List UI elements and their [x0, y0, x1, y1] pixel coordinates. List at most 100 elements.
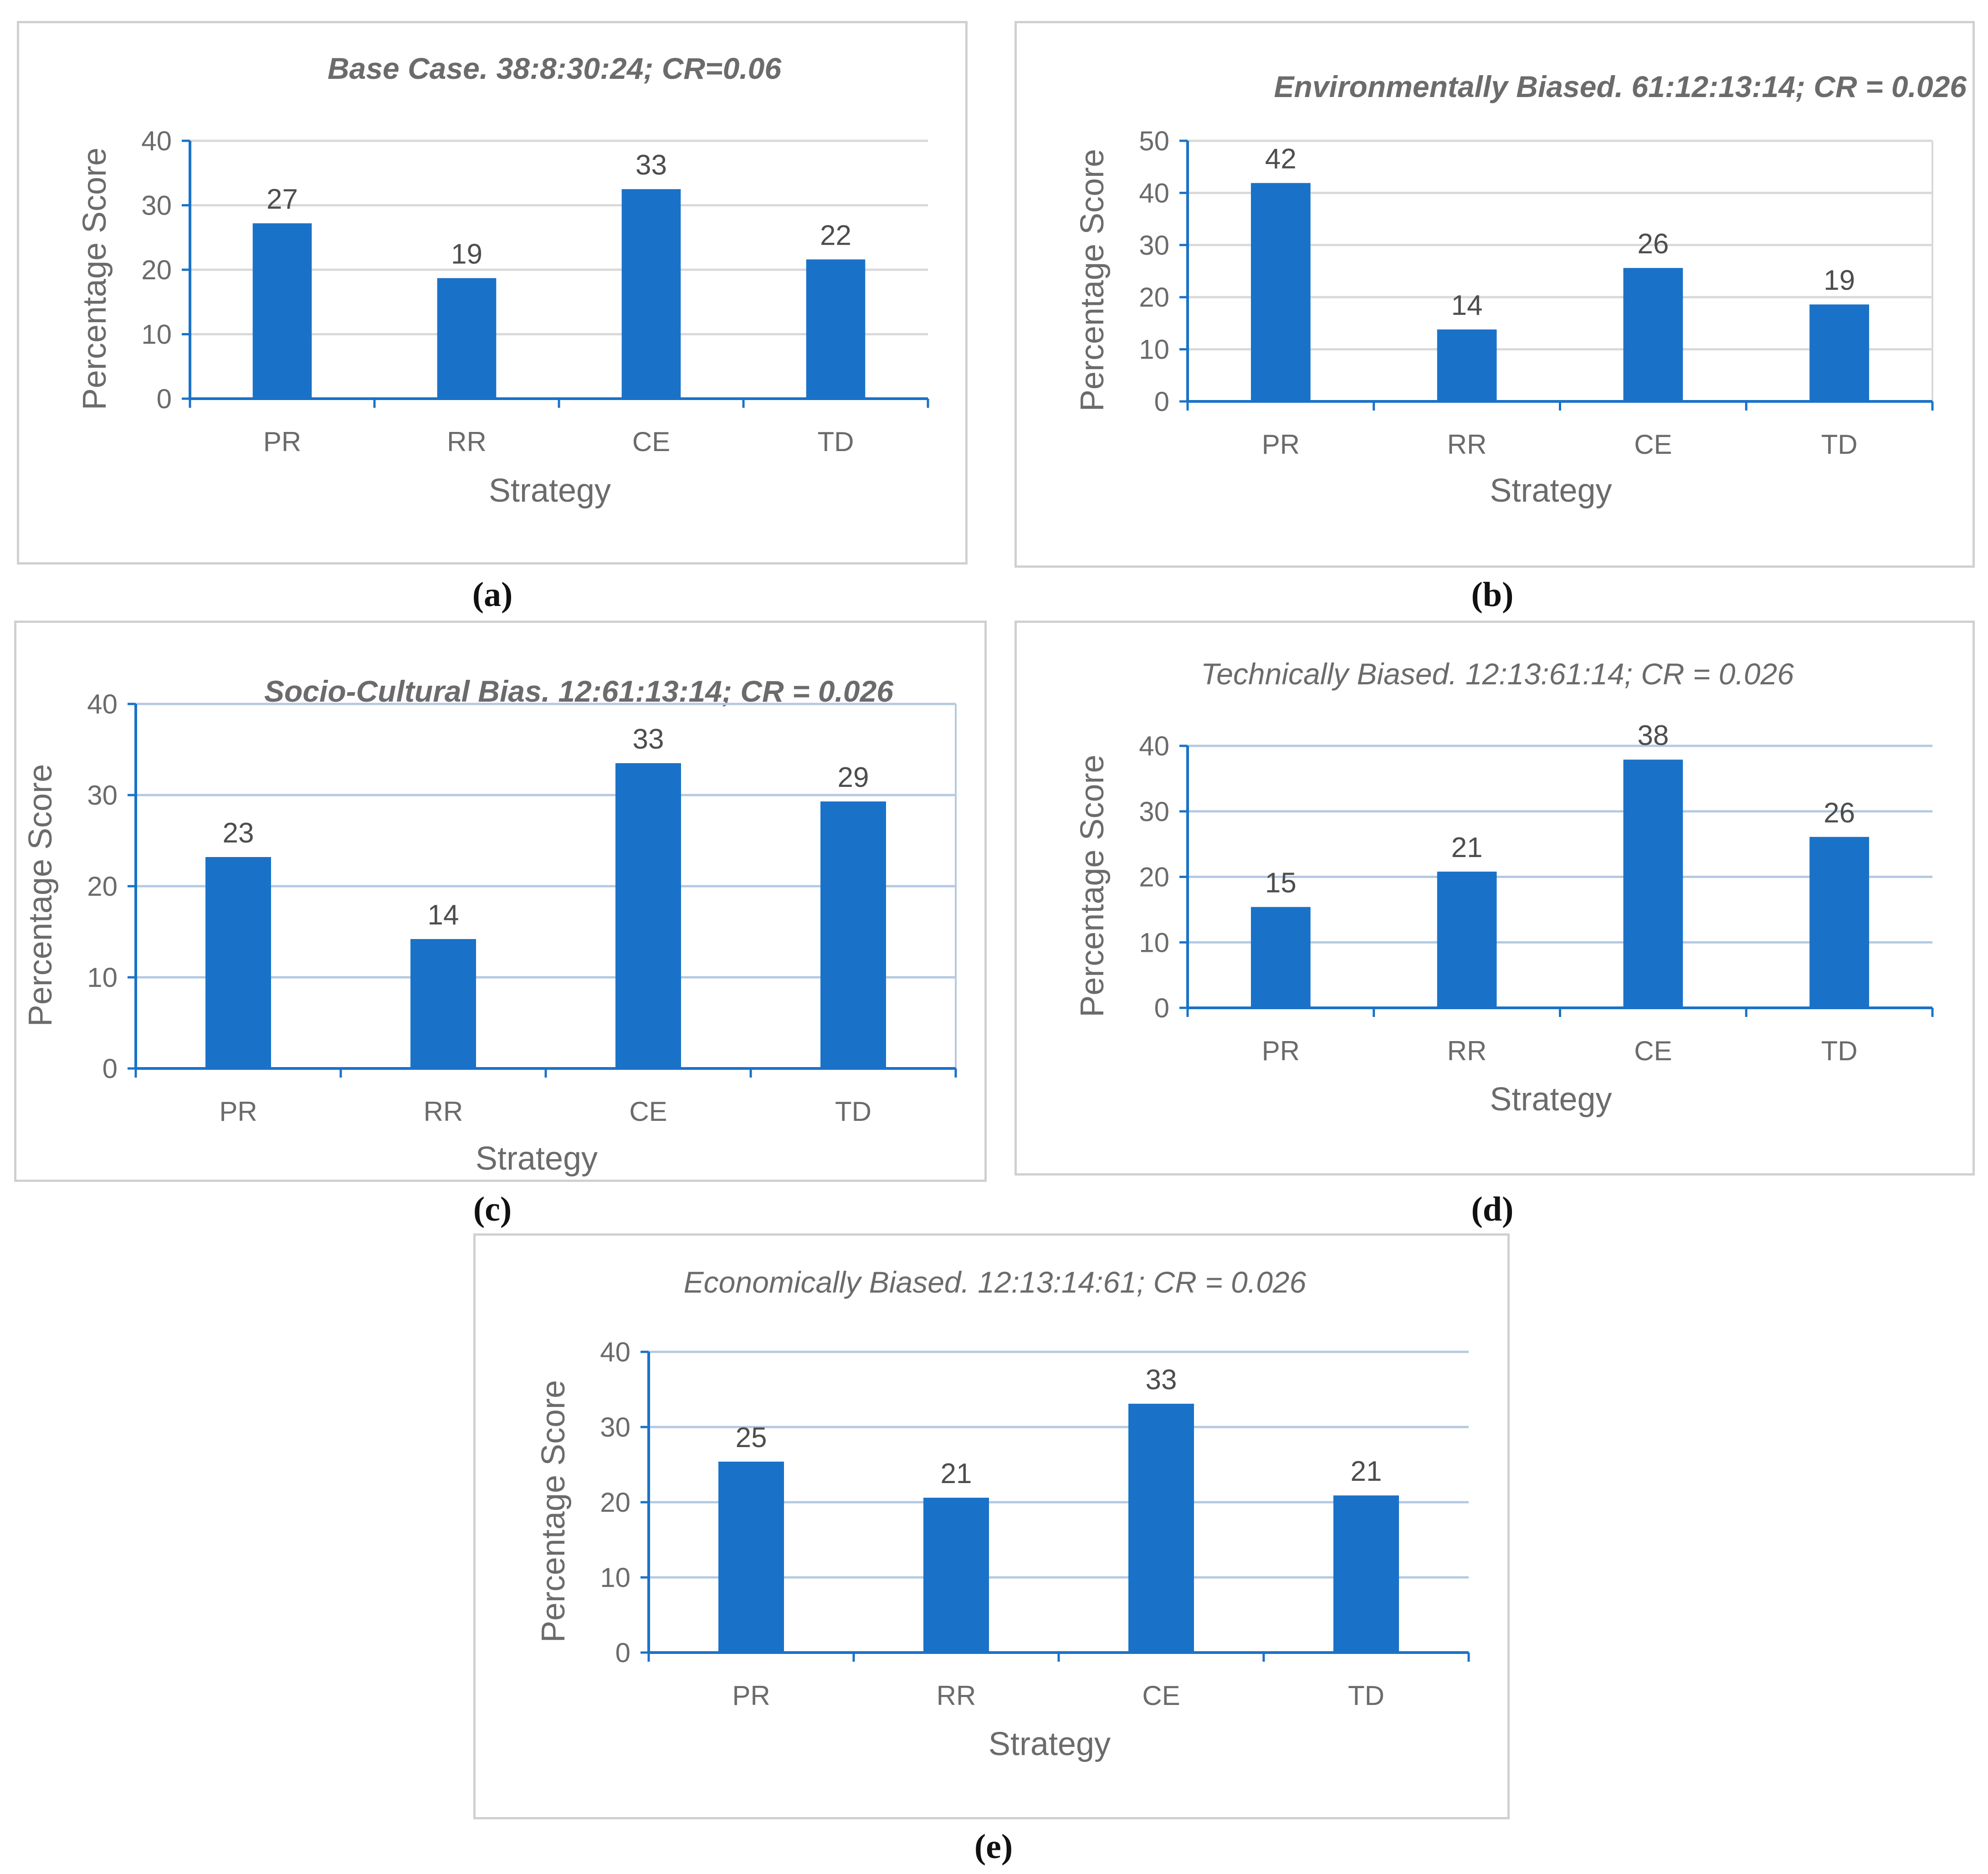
x-axis-title: Strategy — [1490, 472, 1612, 509]
data-label-td: 22 — [820, 220, 851, 251]
x-category-label: TD — [1348, 1680, 1384, 1711]
chart-e-svg: Economically Biased. 12:13:14:61; CR = 0… — [535, 1265, 1470, 1762]
y-tick-label: 40 — [600, 1337, 630, 1367]
x-category-label: RR — [1447, 429, 1487, 460]
x-category-label: PR — [732, 1680, 770, 1711]
data-label-rr: 14 — [428, 899, 459, 931]
x-category-label: PR — [263, 426, 301, 457]
data-label-ce: 33 — [635, 149, 667, 181]
x-category-label: RR — [424, 1096, 463, 1127]
data-label-pr: 42 — [1265, 144, 1296, 175]
bar-rr — [437, 278, 497, 399]
y-tick-label: 50 — [1139, 126, 1169, 156]
bar-ce — [1623, 760, 1683, 1008]
chart-d-svg: Technically Biased. 12:13:61:14; CR = 0.… — [1074, 657, 1934, 1118]
data-label-rr: 19 — [451, 238, 482, 270]
y-tick-label: 40 — [87, 689, 118, 719]
chart-c-svg: Socio-Cultural Bias. 12:61:13:14; CR = 0… — [22, 674, 957, 1177]
x-category-label: TD — [835, 1096, 871, 1127]
bar-pr — [1250, 907, 1311, 1008]
data-label-pr: 25 — [736, 1422, 767, 1453]
x-category-label: RR — [1447, 1036, 1487, 1066]
bar-rr — [1437, 872, 1497, 1008]
bar-pr — [718, 1461, 784, 1653]
y-tick-label: 20 — [1139, 282, 1169, 313]
y-tick-label: 10 — [1139, 334, 1169, 365]
y-tick-label: 30 — [1139, 796, 1169, 827]
data-label-rr: 21 — [941, 1458, 972, 1489]
y-tick-label: 10 — [87, 962, 118, 993]
x-category-label: CE — [632, 426, 670, 457]
x-category-label: CE — [1142, 1680, 1180, 1711]
data-label-td: 19 — [1824, 265, 1855, 296]
x-axis-title: Strategy — [476, 1140, 598, 1177]
y-tick-label: 30 — [600, 1412, 630, 1443]
bar-pr — [205, 857, 271, 1068]
y-tick-label: 0 — [1154, 386, 1169, 417]
x-category-label: PR — [1262, 1036, 1300, 1066]
bar-ce — [1128, 1403, 1194, 1653]
chart-title: Technically Biased. 12:13:61:14; CR = 0.… — [1201, 657, 1794, 691]
chart-panel-b: Environmentally Biased. 61:12:13:14; CR … — [1014, 21, 1975, 568]
x-category-label: CE — [1634, 1036, 1672, 1066]
caption-e: (e) — [974, 1828, 1013, 1866]
y-tick-label: 10 — [600, 1562, 630, 1593]
chart-panel-e: Economically Biased. 12:13:14:61; CR = 0… — [473, 1233, 1510, 1819]
y-tick-label: 0 — [102, 1053, 118, 1084]
y-tick-label: 0 — [615, 1638, 630, 1668]
y-axis-title: Percentage Score — [77, 148, 113, 410]
bar-td — [820, 801, 886, 1068]
y-tick-label: 10 — [1139, 927, 1169, 958]
chart-a-svg: Base Case. 38:8:30:24; CR=0.06 0 10 20 30 40 2… — [77, 51, 929, 509]
y-tick-label: 0 — [1154, 993, 1169, 1023]
y-tick-label: 30 — [1139, 230, 1169, 261]
bar-rr — [923, 1498, 989, 1653]
bar-ce — [615, 763, 681, 1068]
chart-panel-d: Technically Biased. 12:13:61:14; CR = 0.… — [1014, 621, 1975, 1176]
chart-title: Socio-Cultural Bias. 12:61:13:14; CR = 0… — [264, 674, 894, 708]
chart-title: Economically Biased. 12:13:14:61; CR = 0… — [684, 1265, 1307, 1299]
y-tick-label: 0 — [157, 384, 172, 414]
bar-pr — [1250, 183, 1311, 401]
x-category-label: CE — [629, 1096, 667, 1127]
bar-td — [1333, 1495, 1399, 1653]
chart-b-svg: Environmentally Biased. 61:12:13:14; CR … — [1074, 70, 1967, 509]
chart-title: Base Case. 38:8:30:24; CR=0.06 — [328, 51, 782, 85]
y-axis-title: Percentage Score — [1074, 149, 1111, 411]
bar-rr — [1437, 329, 1497, 401]
x-axis-title: Strategy — [1490, 1081, 1612, 1118]
x-category-label: PR — [219, 1096, 257, 1127]
bar-ce — [621, 189, 681, 399]
y-tick-label: 40 — [141, 126, 172, 156]
x-category-label: TD — [1821, 1036, 1858, 1066]
caption-c: (c) — [473, 1190, 512, 1228]
chart-panel-a: Base Case. 38:8:30:24; CR=0.06 0 10 20 30 40 2… — [17, 21, 968, 565]
data-label-td: 21 — [1351, 1456, 1382, 1487]
bar-td — [1809, 304, 1870, 401]
y-tick-label: 20 — [141, 255, 172, 285]
y-tick-label: 20 — [87, 871, 118, 902]
x-axis-title: Strategy — [489, 472, 611, 509]
x-category-label: TD — [1821, 429, 1858, 460]
y-tick-label: 30 — [141, 190, 172, 221]
y-tick-label: 40 — [1139, 178, 1169, 208]
chart-panel-c: Socio-Cultural Bias. 12:61:13:14; CR = 0… — [14, 621, 987, 1182]
caption-a: (a) — [472, 575, 513, 614]
x-axis-title: Strategy — [989, 1726, 1111, 1762]
y-tick-label: 40 — [1139, 731, 1169, 761]
y-tick-label: 10 — [141, 319, 172, 350]
data-label-ce: 33 — [1146, 1364, 1177, 1396]
chart-title: Environmentally Biased. 61:12:13:14; CR … — [1274, 70, 1967, 103]
bar-rr — [410, 939, 476, 1068]
y-axis-title: Percentage Score — [22, 764, 59, 1027]
x-category-label: RR — [447, 426, 487, 457]
x-category-label: TD — [818, 426, 854, 457]
data-label-rr: 14 — [1451, 290, 1483, 321]
y-axis-title: Percentage Score — [535, 1380, 572, 1643]
data-label-rr: 21 — [1451, 832, 1483, 863]
data-label-pr: 15 — [1265, 868, 1296, 899]
x-category-label: RR — [937, 1680, 976, 1711]
data-label-td: 29 — [838, 762, 869, 793]
caption-d: (d) — [1471, 1190, 1514, 1228]
y-tick-label: 20 — [1139, 862, 1169, 893]
